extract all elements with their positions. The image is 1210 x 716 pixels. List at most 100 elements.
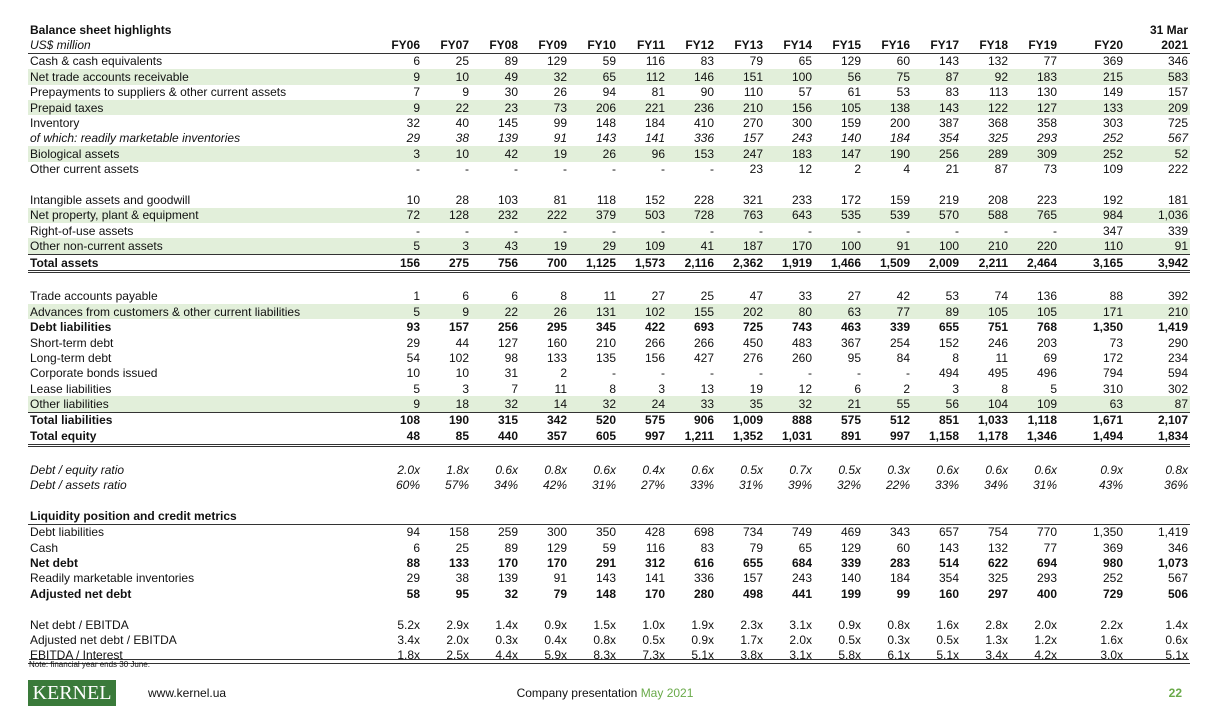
table-row: Cash & cash equivalents 6 25 89 129 59 116 83 79… (28, 53, 1190, 69)
value-cell: 83 (700, 54, 714, 69)
value-cell: 183 (1010, 69, 1059, 85)
value-cell: 339 (1167, 223, 1188, 238)
value-cell: 5 (1050, 381, 1057, 396)
value-cell: 0.3x (887, 632, 910, 647)
value-cell: 5 (373, 238, 422, 255)
empty-cell (618, 22, 667, 37)
empty-cell (471, 601, 520, 616)
empty-cell (373, 601, 422, 616)
value-cell: 129 (840, 54, 861, 69)
value-cell: 100 (912, 238, 961, 255)
value-cell: 6 (413, 54, 420, 69)
value-cell: 184 (889, 571, 910, 586)
value-cell: 74 (994, 289, 1008, 304)
value-cell: 379 (569, 207, 618, 224)
value-cell: 1,009 (716, 411, 765, 429)
empty-cell (28, 177, 373, 192)
value-cell: 190 (422, 411, 471, 429)
empty-cell (471, 177, 520, 192)
value-cell: 209 (1125, 99, 1190, 116)
value-cell: 73 (520, 99, 569, 116)
value-cell: 0.4x (544, 632, 567, 647)
table-row: Short-term debt 29 44 127 160 210 266 266 450 483… (28, 335, 1190, 350)
value-cell: 997 (863, 428, 912, 447)
value-cell: 252 (1059, 146, 1125, 162)
value-cell: 342 (520, 411, 569, 429)
value-cell: 29 (406, 335, 420, 350)
value-cell: 984 (1059, 207, 1125, 224)
value-cell: 22 (471, 304, 520, 320)
value-cell: 246 (987, 335, 1008, 350)
value-cell: 1.4x (1165, 617, 1188, 632)
value-cell: 734 (742, 525, 763, 540)
column-header: FY16 (863, 37, 912, 54)
value-cell: 0.5x (838, 632, 861, 647)
value-cell: 2,009 (912, 253, 961, 274)
value-cell: 8 (609, 381, 616, 396)
value-cell: 29 (569, 238, 618, 255)
row-label: Prepaid taxes (28, 99, 373, 116)
value-cell: 725 (742, 320, 763, 335)
value-cell: 494 (938, 366, 959, 381)
value-cell: 92 (961, 69, 1010, 85)
empty-cell (28, 601, 373, 616)
value-cell: 27 (847, 289, 861, 304)
empty-cell (569, 22, 618, 37)
value-cell: 1,036 (1125, 207, 1190, 224)
row-label: Inventory (30, 116, 80, 131)
value-cell: 300 (791, 116, 812, 131)
table-row: Corporate bonds issued 10 10 31 2 - - - - - - - 494 4… (28, 366, 1190, 381)
row-label: of which: readily marketable inventories (30, 131, 241, 146)
row-label: Other liabilities (28, 396, 373, 413)
date: May 2021 (640, 686, 694, 700)
value-cell: 2 (854, 162, 861, 177)
value-cell: 133 (1059, 99, 1125, 116)
value-cell: 60% (395, 478, 420, 493)
value-cell: 11 (995, 350, 1008, 365)
value-cell: 594 (1167, 366, 1188, 381)
empty-cell (1010, 177, 1059, 192)
value-cell: 0.6x (985, 462, 1008, 477)
value-cell: 102 (448, 350, 469, 365)
value-cell: 10 (422, 146, 471, 162)
value-cell: - (661, 162, 665, 177)
value-cell: 7 (413, 85, 420, 100)
value-cell: 0.7x (789, 462, 812, 477)
value-cell: 127 (497, 335, 518, 350)
empty-cell (422, 493, 471, 508)
empty-cell (961, 22, 1010, 37)
value-cell: 539 (863, 207, 912, 224)
value-cell: 33 (798, 289, 812, 304)
value-cell: 87 (912, 69, 961, 85)
value-cell: - (612, 162, 616, 177)
value-cell: 347 (1102, 223, 1123, 238)
value-cell: 622 (987, 555, 1008, 570)
value-cell: 42 (471, 146, 520, 162)
empty-cell (667, 601, 716, 616)
value-cell: 26 (520, 304, 569, 320)
value-cell: 109 (1102, 162, 1123, 177)
value-cell: 392 (1167, 289, 1188, 304)
value-cell: 684 (791, 555, 812, 570)
value-cell: 42% (542, 478, 567, 493)
value-cell: 1.3x (985, 632, 1008, 647)
table-title: Balance sheet highlights (30, 22, 172, 37)
value-cell: 0.6x (495, 462, 518, 477)
row-label: Advances from customers & other current … (28, 304, 373, 320)
value-cell: 148 (595, 586, 616, 601)
empty-cell (863, 508, 912, 525)
value-cell: 60 (896, 54, 910, 69)
empty-cell (961, 272, 1010, 289)
row-label: Net debt / EBITDA (30, 617, 129, 632)
value-cell: 266 (644, 335, 665, 350)
value-cell: - (710, 223, 714, 238)
value-cell: 0.8x (593, 632, 616, 647)
value-cell: 980 (1102, 555, 1123, 570)
value-cell: 10 (422, 69, 471, 85)
value-cell: - (465, 162, 469, 177)
empty-cell (1125, 508, 1190, 525)
value-cell: 567 (1167, 571, 1188, 586)
value-cell: 243 (791, 131, 812, 146)
value-cell: 495 (987, 366, 1008, 381)
value-cell: 105 (1010, 304, 1059, 320)
